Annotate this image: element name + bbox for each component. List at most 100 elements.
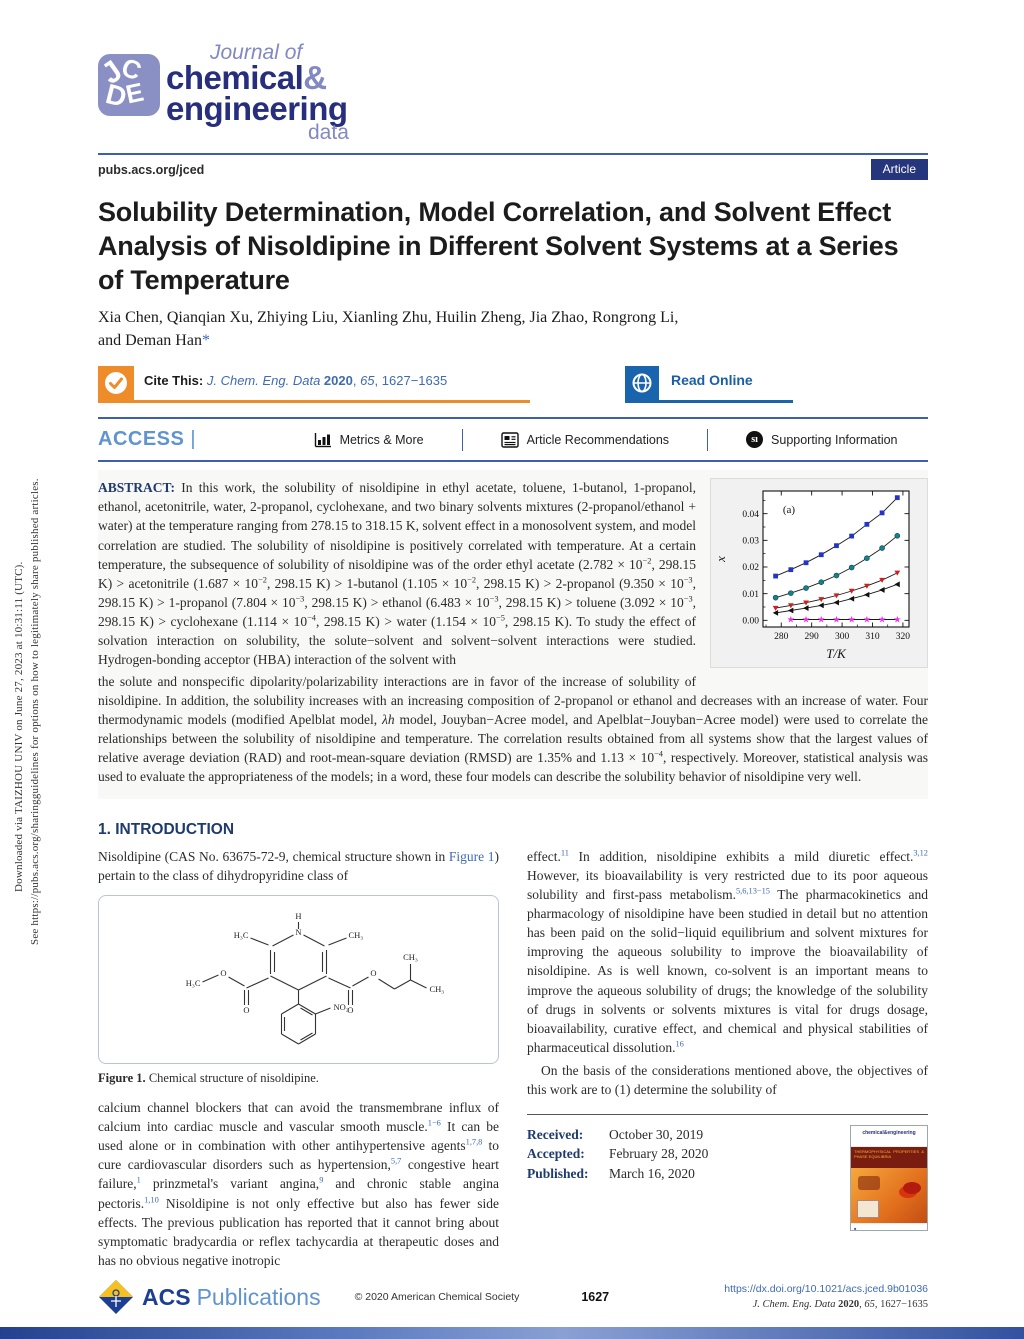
journal-ampersand: &	[303, 59, 327, 96]
section-heading-introduction: 1. INTRODUCTION	[98, 820, 235, 838]
cite-check-icon	[98, 366, 134, 401]
access-separator	[707, 428, 709, 451]
article-recommendations-label: Article Recommendations	[526, 432, 670, 447]
solubility-chart: 280 290 300 310 320 0.00 0.01 0.02 0.03 0.04 (a) T/…	[713, 490, 911, 661]
published-date: March 16, 2020	[609, 1165, 695, 1181]
author-list: Xia Chen, Qianqian Xu, Zhiying Liu, Xian…	[98, 307, 928, 352]
cover-art	[851, 1167, 927, 1223]
cover-title-band: THERMOPHYSICAL PROPERTIES & PHASE EQUILI…	[851, 1146, 927, 1168]
dates-divider	[527, 1113, 928, 1115]
svg-text:0.00: 0.00	[742, 617, 759, 627]
read-online-label: Read Online	[671, 372, 753, 389]
article-recommendations-link[interactable]: Article Recommendations	[500, 431, 670, 448]
supporting-information-icon: sı	[746, 431, 764, 449]
published-row: Published: March 16, 2020	[527, 1164, 708, 1184]
footer-citation: https://dx.doi.org/10.1021/acs.jced.9b01…	[724, 1282, 928, 1312]
atom-label: O	[220, 968, 226, 978]
received-label: Received:	[527, 1126, 584, 1142]
page-footer: ACS Publications © 2020 American Chemica…	[98, 1279, 928, 1315]
authors-line1: Xia Chen, Qianqian Xu, Zhiying Liu, Xian…	[98, 309, 679, 327]
supporting-information-label: Supporting Information	[771, 432, 898, 447]
journal-name-line2: engineering	[166, 90, 348, 127]
svg-text:0.04: 0.04	[742, 510, 759, 520]
access-bar: ACCESS | Metrics & More	[98, 417, 928, 463]
atom-label: O	[243, 1005, 249, 1015]
access-link[interactable]: ACCESS	[98, 428, 185, 451]
svg-text:(a): (a)	[783, 504, 796, 516]
publications-wordmark: Publications	[196, 1283, 321, 1310]
acs-diamond-icon	[99, 1280, 133, 1314]
masthead-divider	[98, 153, 928, 155]
journal-cover-thumbnail[interactable]: chemical&engineering THERMOPHYSICAL PROP…	[850, 1124, 928, 1231]
metrics-label: Metrics & More	[339, 432, 424, 447]
copyright-notice: © 2020 American Chemical Society	[354, 1291, 520, 1303]
page-number: 1627	[581, 1290, 610, 1304]
intro-paragraph: On the basis of the considerations menti…	[527, 1063, 928, 1098]
journal-logo-text: Journal of chemical& engineering data	[166, 42, 349, 143]
atom-label: CH₃	[349, 930, 364, 940]
accepted-date: February 28, 2020	[609, 1146, 709, 1162]
access-separator	[461, 428, 463, 451]
doi-link[interactable]: https://dx.doi.org/10.1021/acs.jced.9b01…	[724, 1282, 928, 1295]
atom-label: O	[347, 1005, 353, 1015]
figure-1-caption: Figure 1. Chemical structure of nisoldip…	[98, 1071, 319, 1085]
atom-label: H₃C	[234, 930, 249, 940]
acs-wordmark: ACS	[142, 1283, 191, 1310]
journal-reference: J. Chem. Eng. Data 2020, 65, 1627−1635	[752, 1299, 928, 1310]
read-online-globe-icon	[625, 366, 659, 401]
acs-publications-logo[interactable]: ACS Publications	[98, 1279, 321, 1315]
authors-line2: and Deman Han*	[98, 331, 210, 349]
svg-text:x: x	[713, 556, 728, 563]
read-online-button[interactable]: Read Online	[625, 366, 793, 404]
download-watermark: Downloaded via TAIZHOU UNIV on June 27, …	[13, 561, 25, 892]
journal-site-link[interactable]: pubs.acs.org/jced	[98, 162, 205, 177]
metrics-and-more-link[interactable]: Metrics & More	[314, 432, 424, 448]
journal-name-line3: data	[308, 121, 349, 144]
svg-text:310: 310	[865, 632, 880, 642]
intro-paragraph: Nisoldipine (CAS No. 63675-72-9, chemica…	[98, 848, 499, 883]
svg-text:0.03: 0.03	[742, 537, 759, 547]
journal-word-chemical: chemical	[166, 59, 304, 96]
received-date: October 30, 2019	[609, 1126, 704, 1142]
journal-name-prefix: Journal of	[210, 41, 303, 64]
svg-text:290: 290	[805, 632, 820, 642]
atom-label: N	[295, 927, 301, 937]
page-title: Solubility Determination, Model Correlat…	[98, 197, 899, 295]
cite-this-bar[interactable]: Cite This: J. Chem. Eng. Data 2020, 65, …	[98, 366, 530, 404]
logo-letter: D	[102, 78, 130, 114]
intro-paragraph: effect.11 In addition, nisoldipine exhib…	[527, 848, 929, 1056]
received-row: Received: October 30, 2019	[527, 1125, 708, 1145]
journal-masthead: J C E D Journal of chemical& engineering…	[96, 0, 928, 143]
abstract-text-1: In this work, the solubility of nisoldip…	[98, 480, 697, 668]
cite-this-label: Cite This:	[144, 372, 204, 388]
supporting-information-link[interactable]: sı Supporting Information	[746, 431, 898, 449]
svg-text:320: 320	[896, 632, 911, 642]
right-column: effect.11 In addition, nisoldipine exhib…	[527, 847, 928, 1271]
svg-text:280: 280	[774, 632, 789, 642]
journal-name-line1: chemical&	[166, 61, 349, 94]
bottom-bar	[0, 1327, 1024, 1339]
abstract-label: ABSTRACT:	[98, 480, 176, 496]
nisoldipine-structure: H N H₃C CH₃ O O H₃C O O CH₃ CH₃ NO₂	[186, 911, 445, 1045]
journal-logo-icon: J C E D	[96, 52, 160, 116]
intro-paragraph: calcium channel blockers that can avoid …	[98, 1099, 499, 1268]
atom-label: O	[370, 968, 376, 978]
atom-label: H	[295, 911, 301, 921]
accepted-label: Accepted:	[527, 1146, 585, 1162]
article-recommendations-icon	[500, 431, 519, 448]
access-divider: |	[190, 428, 196, 451]
abstract-graphic-panel: 280 290 300 310 320 0.00 0.01 0.02 0.03 0.04 (a) T/…	[710, 478, 928, 669]
published-label: Published:	[527, 1165, 589, 1181]
metrics-icon	[314, 432, 331, 447]
svg-text:300: 300	[835, 632, 850, 642]
svg-text:0.01: 0.01	[742, 590, 759, 600]
svg-text:T/K: T/K	[826, 646, 847, 661]
atom-label: NO₂	[334, 1002, 349, 1012]
accepted-row: Accepted: February 28, 2020	[527, 1144, 708, 1164]
atom-label: H₃C	[186, 978, 201, 988]
abstract-paragraph-2: the solute and nonspecific dipolarity/po…	[98, 673, 928, 785]
article-dates: Received: October 30, 2019 Accepted: Febru…	[527, 1125, 708, 1231]
sharing-guidelines-watermark: See https://pubs.acs.org/sharingguidelin…	[29, 478, 41, 945]
cover-masthead: chemical&engineering	[851, 1125, 927, 1147]
atom-label: CH₃	[430, 984, 445, 994]
